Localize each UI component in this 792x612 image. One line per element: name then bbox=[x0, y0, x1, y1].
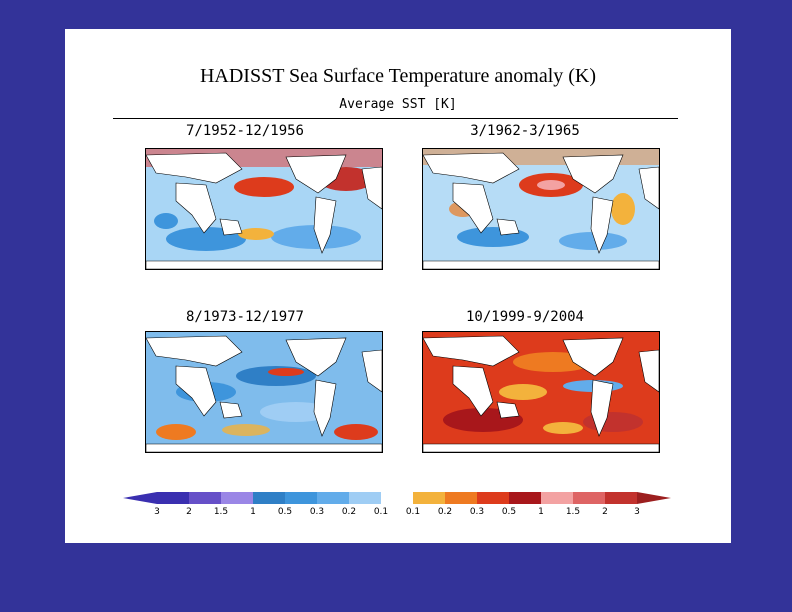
colorbar-tick-label: 1 bbox=[250, 507, 256, 517]
chart-title: HADISST Sea Surface Temperature anomaly … bbox=[199, 65, 597, 87]
sst-map-1952 bbox=[145, 148, 383, 270]
colorbar-tick-label: 1 bbox=[538, 507, 544, 517]
colorbar-swatch bbox=[349, 492, 381, 504]
colorbar-tick-label: 2 bbox=[186, 507, 192, 517]
colorbar-swatch bbox=[445, 492, 477, 504]
chart-subtitle: Average SST [K] bbox=[339, 97, 457, 112]
colorbar-swatch bbox=[509, 492, 541, 504]
sst-map-1999 bbox=[422, 331, 660, 453]
colorbar-arrow-low bbox=[123, 492, 157, 504]
colorbar-swatch bbox=[157, 492, 189, 504]
colorbar-tick-label: 0.2 bbox=[437, 507, 453, 517]
colorbar-swatch bbox=[477, 492, 509, 504]
colorbar-tick-label: 0.1 bbox=[405, 507, 421, 517]
colorbar-swatch bbox=[573, 492, 605, 504]
colorbar-tick-label: 3 bbox=[634, 507, 640, 517]
colorbar-swatch bbox=[381, 492, 413, 504]
panel-label-3: 8/1973-12/1977 bbox=[185, 309, 304, 325]
colorbar-tick-label: 0.3 bbox=[469, 507, 485, 517]
colorbar-arrow-high bbox=[637, 492, 671, 504]
colorbar-tick-label: 3 bbox=[154, 507, 160, 517]
colorbar-swatch bbox=[189, 492, 221, 504]
colorbar-tick-label: 0.2 bbox=[341, 507, 357, 517]
colorbar-swatch bbox=[285, 492, 317, 504]
colorbar-swatch bbox=[413, 492, 445, 504]
sst-map-1973 bbox=[145, 331, 383, 453]
colorbar-swatch bbox=[221, 492, 253, 504]
colorbar-tick-label: 2 bbox=[602, 507, 608, 517]
colorbar-swatch bbox=[605, 492, 637, 504]
colorbar-tick-label: 0.5 bbox=[277, 507, 293, 517]
colorbar-tick-label: 1.5 bbox=[213, 507, 229, 517]
panel-label-2: 3/1962-3/1965 bbox=[470, 123, 580, 139]
colorbar bbox=[123, 492, 671, 504]
title-rule bbox=[113, 118, 678, 119]
colorbar-tick-label: 0.3 bbox=[309, 507, 325, 517]
colorbar-swatch bbox=[317, 492, 349, 504]
colorbar-swatch bbox=[541, 492, 573, 504]
panel-label-4: 10/1999-9/2004 bbox=[465, 309, 584, 325]
colorbar-tick-label: 1.5 bbox=[565, 507, 581, 517]
sst-map-1962 bbox=[422, 148, 660, 270]
colorbar-swatch bbox=[253, 492, 285, 504]
panel-label-1: 7/1952-12/1956 bbox=[185, 123, 304, 139]
colorbar-tick-label: 0.1 bbox=[373, 507, 389, 517]
colorbar-tick-label: 0.5 bbox=[501, 507, 517, 517]
slide: HADISST Sea Surface Temperature anomaly … bbox=[65, 29, 731, 543]
